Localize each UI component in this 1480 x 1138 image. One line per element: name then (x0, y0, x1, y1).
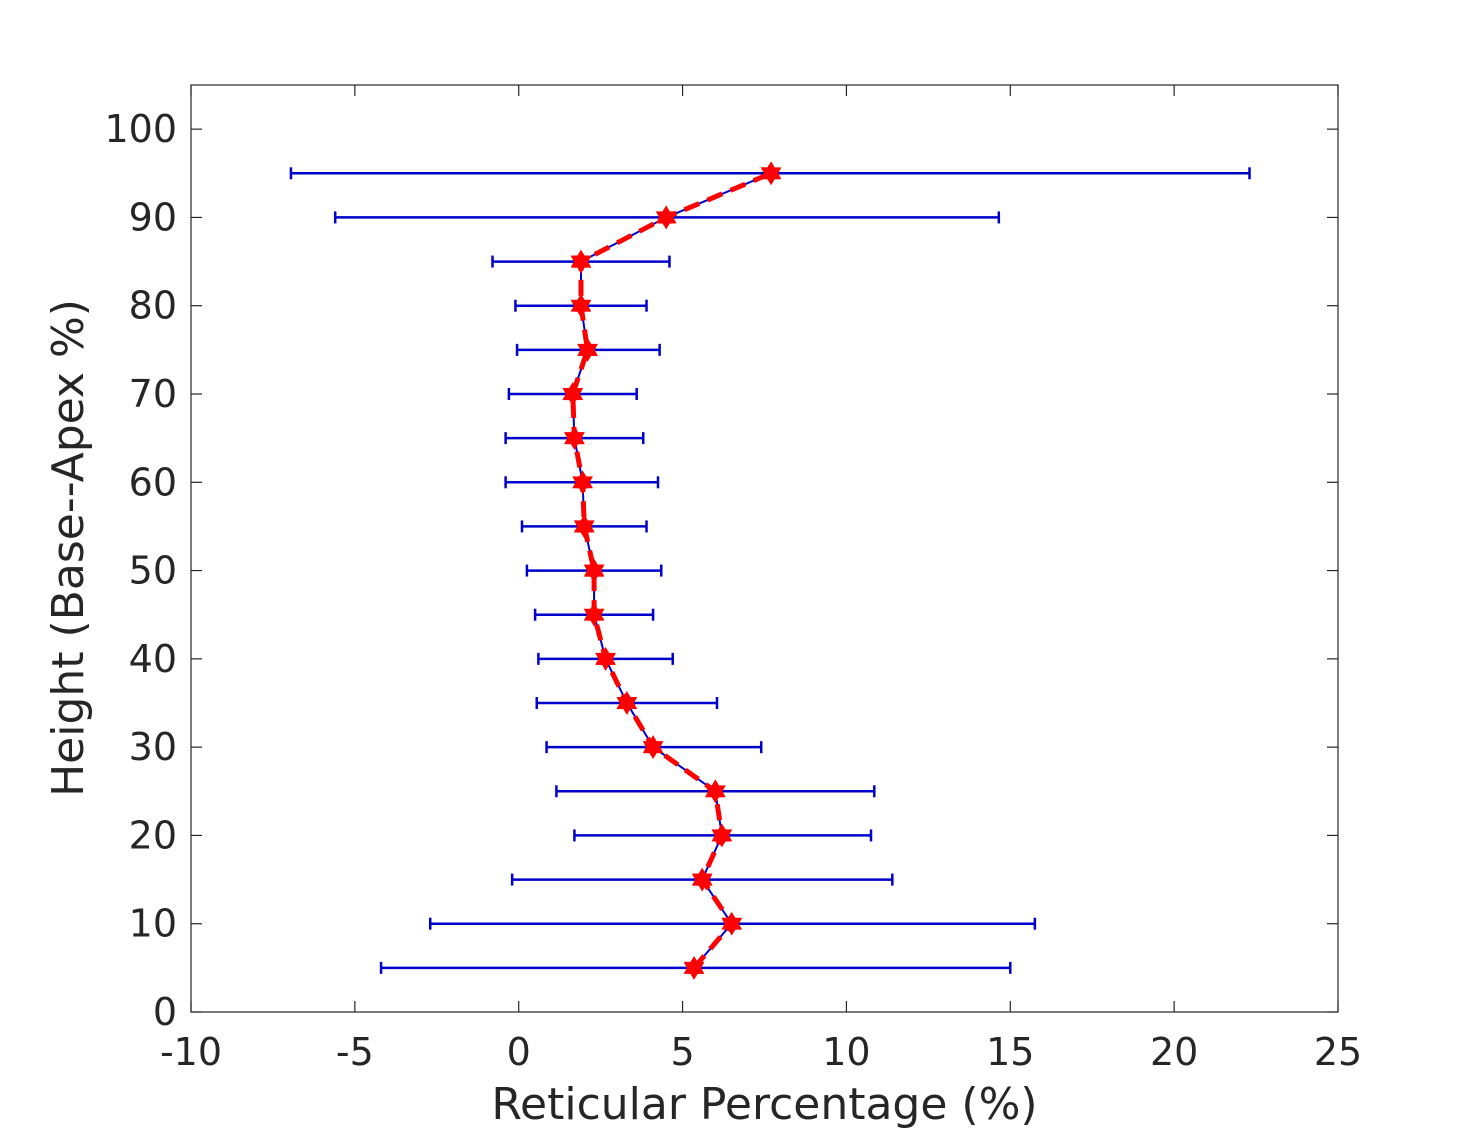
x-tick-label: 5 (670, 1030, 694, 1074)
x-tick-label: 20 (1150, 1030, 1198, 1074)
x-tick-label: 0 (507, 1030, 531, 1074)
y-tick-label: 40 (129, 637, 177, 681)
markers (562, 161, 782, 980)
data-point (572, 470, 593, 495)
data-point (564, 426, 585, 451)
data-point (562, 382, 584, 406)
plot-area (191, 85, 1338, 1012)
x-axis-title: Reticular Percentage (%) (491, 1079, 1037, 1130)
data-point (642, 735, 664, 760)
y-tick-label: 100 (104, 107, 177, 151)
data-point (595, 646, 616, 671)
y-axis-title: Height (Base--Apex %) (43, 299, 94, 797)
data-point (616, 691, 638, 715)
x-tick-label: -5 (336, 1030, 374, 1074)
y-tick-label: 30 (129, 725, 177, 769)
data-point (655, 205, 677, 230)
data-point (704, 779, 726, 804)
y-axis: 0 10 20 30 40 50 60 70 80 90 100 (104, 107, 1338, 1034)
y-tick-label: 80 (129, 284, 177, 328)
x-tick-label: 15 (986, 1030, 1034, 1074)
x-axis: -10 -5 0 5 10 15 20 25 (160, 85, 1362, 1074)
y-tick-label: 0 (153, 990, 177, 1034)
data-point (573, 514, 595, 539)
y-tick-label: 20 (129, 813, 177, 857)
data-point (711, 823, 733, 848)
y-tick-label: 60 (129, 460, 177, 504)
data-point (721, 911, 743, 936)
data-point (683, 955, 705, 980)
data-point (691, 867, 713, 892)
data-point (583, 602, 605, 627)
y-tick-label: 50 (129, 549, 177, 593)
data-point (570, 293, 592, 318)
data-point (577, 337, 598, 362)
y-tick-label: 70 (129, 372, 177, 416)
data-point (570, 249, 592, 274)
x-tick-label: 10 (822, 1030, 870, 1074)
y-tick-label: 90 (129, 195, 177, 239)
x-tick-label: -10 (160, 1030, 222, 1074)
data-point (583, 558, 605, 583)
x-tick-label: 25 (1314, 1030, 1362, 1074)
plot-box (190, 84, 1339, 1013)
data-point (760, 161, 782, 186)
y-tick-label: 10 (129, 902, 177, 946)
